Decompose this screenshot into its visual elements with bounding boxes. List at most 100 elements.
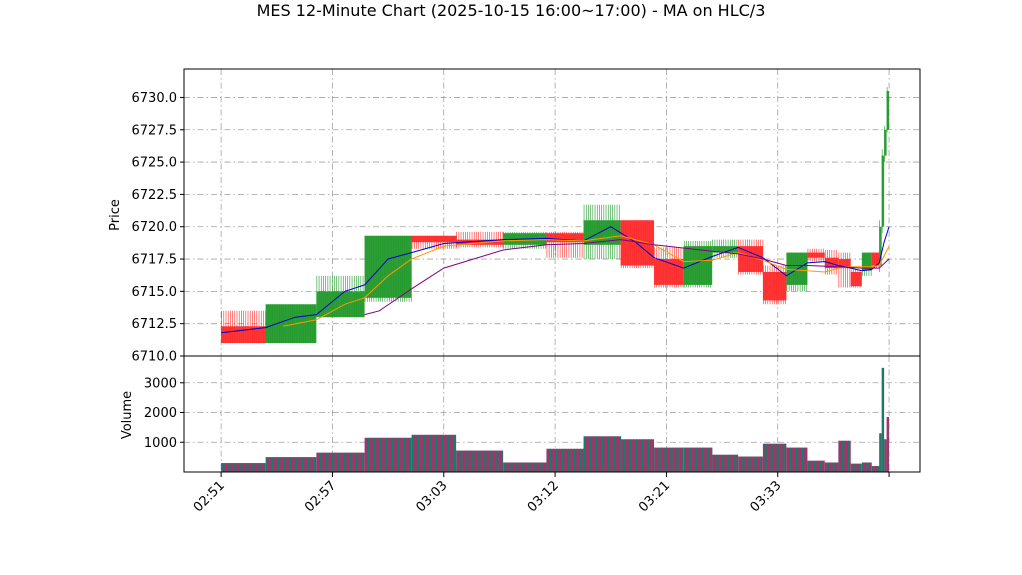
- volume-bar: [762, 443, 787, 472]
- candle-body: [884, 129, 887, 156]
- price-y-tick-label: 6730.0: [132, 91, 178, 106]
- volume-bar: [712, 454, 739, 472]
- candlestick: [881, 149, 885, 234]
- volume-y-tick-label: 1000: [144, 436, 177, 451]
- candle-body: [786, 252, 808, 285]
- candle-body: [861, 252, 872, 271]
- volume-bar-fill: [838, 440, 851, 472]
- candle-body: [456, 239, 504, 245]
- x-tick-label: 03:33: [747, 478, 784, 515]
- price-y-tick-label: 6720.0: [132, 220, 178, 235]
- candlestick: [364, 235, 412, 302]
- volume-bar: [583, 436, 622, 472]
- volume-bar: [884, 439, 887, 472]
- volume-bar: [838, 440, 851, 472]
- price-y-tick-label: 6710.0: [132, 350, 178, 365]
- moving-average-lines: [221, 226, 890, 334]
- volume-bar: [654, 447, 684, 472]
- candle-body: [411, 235, 457, 243]
- volume-bar: [886, 416, 890, 472]
- candle-body: [546, 233, 584, 243]
- volume-bar-fill: [861, 462, 872, 472]
- candle-body: [824, 257, 839, 269]
- candlestick: [886, 87, 890, 133]
- volume-bar-fill: [316, 452, 365, 472]
- volume-bar-fill: [456, 450, 504, 472]
- candlestick: [316, 275, 365, 318]
- candlestick: [411, 235, 457, 249]
- volume-bar: [879, 433, 882, 472]
- volume-bar: [850, 463, 862, 472]
- candlestick: [265, 304, 317, 344]
- volume-bar: [871, 466, 880, 472]
- volume-bar: [807, 460, 825, 472]
- volume-bar: [861, 462, 872, 472]
- candle-body: [316, 291, 365, 318]
- candlestick: [786, 252, 808, 292]
- price-y-tick-label: 6717.5: [132, 253, 178, 268]
- volume-bar-fill: [683, 447, 713, 472]
- candlestick: [824, 249, 839, 275]
- price-y-axis: 6710.0 6712.5 6715.0 6717.5 6720.0 6722.5 6725…: [132, 91, 184, 365]
- volume-panel: 1000 2000 3000 Volume: [120, 355, 921, 473]
- price-y-tick-label: 6712.5: [132, 317, 178, 332]
- candle-body: [712, 246, 739, 253]
- volume-bar: [683, 447, 713, 472]
- x-tick-label: 03:21: [636, 478, 673, 515]
- candle-body: [221, 326, 266, 344]
- candle-body: [364, 235, 412, 298]
- volume-bar: [786, 447, 808, 472]
- candle-body: [850, 271, 862, 287]
- volume-bar-fill: [364, 437, 412, 472]
- candlestick: [738, 239, 764, 275]
- volume-bars: [221, 367, 890, 472]
- volume-bar: [364, 437, 412, 472]
- volume-bar: [881, 367, 885, 472]
- volume-bar: [503, 462, 547, 472]
- candlestick: [879, 220, 882, 272]
- volume-bar: [265, 457, 317, 472]
- candlestick: [807, 248, 825, 262]
- chart-title: MES 12-Minute Chart (2025-10-15 16:00~17…: [257, 1, 766, 20]
- candlestick: [762, 265, 787, 305]
- candle-body: [881, 155, 885, 227]
- candle-body: [265, 304, 317, 344]
- candle-body: [838, 259, 851, 269]
- candlestick: [838, 252, 851, 288]
- candlestick: [221, 310, 266, 344]
- candlestick: [456, 231, 504, 248]
- candlestick: [884, 125, 887, 163]
- volume-bar: [546, 448, 585, 472]
- volume-y-axis: 1000 2000 3000: [144, 376, 184, 451]
- volume-bar: [620, 439, 655, 472]
- volume-bar: [824, 462, 839, 472]
- volume-y-tick-label: 3000: [144, 376, 177, 391]
- candlestick: [861, 252, 872, 276]
- volume-panel-frame: [183, 355, 921, 473]
- candle-body: [620, 220, 655, 266]
- x-tick-label: 03:03: [413, 478, 450, 515]
- x-axis: 02:51 02:57 03:03 03:12 03:21 03:33: [191, 472, 890, 515]
- volume-bar-fill: [850, 463, 862, 472]
- volume-bar: [221, 463, 266, 472]
- volume-bar: [411, 434, 457, 472]
- candle-body: [683, 246, 713, 285]
- price-panel: 6710.0 6712.5 6715.0 6717.5 6720.0 6722.5 6725…: [108, 68, 921, 365]
- price-candles: [221, 87, 890, 344]
- volume-bar-fill: [762, 443, 787, 472]
- candlestick: [683, 240, 713, 288]
- volume-bar-fill: [807, 460, 825, 472]
- x-tick-label: 02:51: [191, 478, 228, 515]
- volume-bar: [456, 450, 504, 472]
- moving-average-line: [364, 239, 890, 316]
- price-y-tick-label: 6725.0: [132, 156, 178, 171]
- volume-axis-label: Volume: [120, 391, 135, 439]
- x-tick-label: 03:12: [525, 478, 562, 515]
- price-y-tick-label: 6715.0: [132, 285, 178, 300]
- candlestick: [583, 204, 621, 260]
- moving-average-line: [221, 226, 890, 334]
- volume-bar: [316, 452, 365, 472]
- candle-body: [886, 90, 890, 130]
- x-tick-label: 02:57: [302, 478, 339, 515]
- candle-body: [807, 252, 825, 258]
